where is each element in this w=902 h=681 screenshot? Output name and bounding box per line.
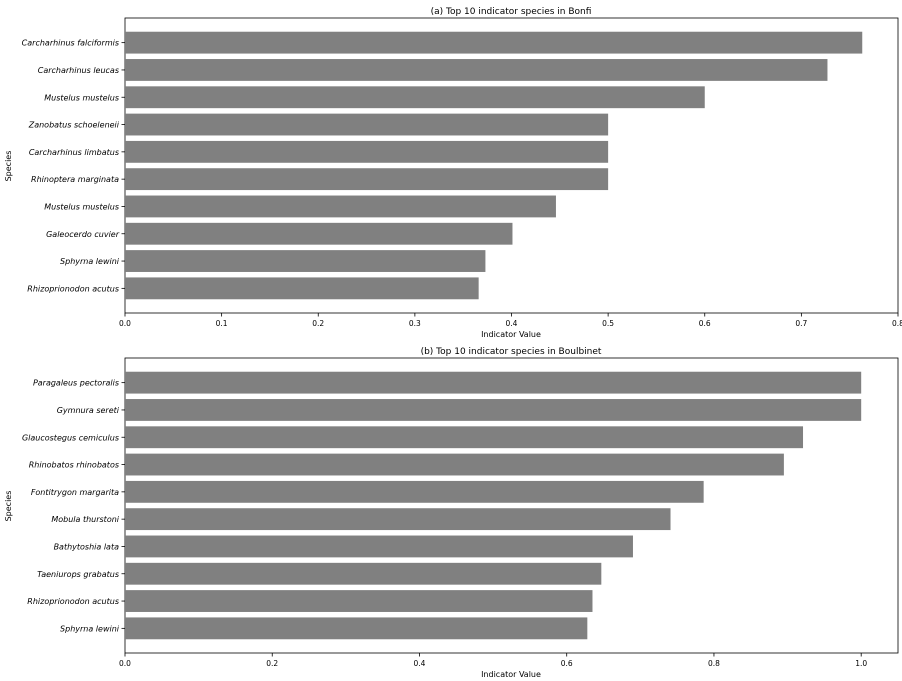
bar-b-4 [125, 453, 784, 476]
chart-title-a: (a) Top 10 indicator species in Bonfi [431, 7, 592, 17]
x-tick-label-a-5: 0.4 [506, 319, 518, 328]
category-label-a-3: Mustelus mustelus [44, 93, 119, 102]
category-label-b-10: Sphyrna lewini [60, 624, 120, 633]
y-axis-label-b: Species [4, 491, 13, 522]
bar-a-1 [125, 31, 863, 54]
category-label-a-6: Rhinoptera marginata [31, 175, 119, 184]
x-tick-label-a-7: 0.6 [699, 319, 711, 328]
x-ticks-a: 0.0 0.1 0.2 0.3 0.4 0.5 0.6 0.7 0.8 [119, 313, 902, 328]
category-label-b-5: Fontitrygon margarita [31, 488, 119, 497]
y-axis-label-a: Species [4, 151, 13, 182]
category-label-a-5: Carcharhinus limbatus [29, 148, 119, 157]
x-tick-label-a-6: 0.5 [602, 319, 614, 328]
x-tick-label-a-2: 0.1 [216, 319, 228, 328]
bar-a-8 [125, 222, 513, 245]
category-label-a-2: Carcharhinus leucas [38, 66, 119, 75]
x-tick-label-a-3: 0.2 [312, 319, 324, 328]
x-tick-label-b-6: 1.0 [855, 659, 867, 668]
category-label-b-6: Mobula thurstoni [51, 515, 119, 524]
category-label-b-8: Taeniurops grabatus [37, 570, 119, 579]
category-label-b-3: Glaucostegus cemiculus [22, 433, 119, 442]
bar-b-8 [125, 562, 602, 585]
category-label-a-10: Rhizoprionodon acutus [27, 284, 119, 293]
category-label-a-7: Mustelus mustelus [44, 202, 119, 211]
bar-b-2 [125, 399, 862, 421]
bar-b-1 [125, 371, 862, 394]
category-label-a-9: Sphyrna lewini [60, 257, 120, 266]
bar-b-7 [125, 535, 633, 558]
x-tick-label-a-4: 0.3 [409, 319, 421, 328]
category-labels-b: Paragaleus pectoralis Gymnura sereti Glauc… [22, 379, 125, 633]
bar-a-4 [125, 113, 609, 136]
panel-b: (b) Top 10 indicator species in Boulbine… [4, 347, 899, 679]
bars-a [125, 31, 863, 300]
bar-a-2 [125, 59, 828, 81]
panel-a: (a) Top 10 indicator species in Bonfi Ca… [4, 7, 902, 339]
x-tick-label-b-3: 0.4 [414, 659, 426, 668]
x-tick-label-b-4: 0.6 [561, 659, 573, 668]
x-tick-label-a-1: 0.0 [119, 319, 131, 328]
x-ticks-b: 0.0 0.2 0.4 0.6 0.8 1.0 [119, 653, 867, 668]
bar-b-6 [125, 508, 671, 531]
category-label-b-9: Rhizoprionodon acutus [27, 597, 119, 606]
bar-a-9 [125, 250, 486, 272]
category-label-b-7: Bathytoshia lata [54, 542, 120, 551]
category-label-a-4: Zanobatus schoeleneii [28, 121, 120, 130]
category-label-b-1: Paragaleus pectoralis [33, 379, 119, 388]
bar-a-3 [125, 86, 705, 109]
x-tick-label-a-9: 0.8 [892, 319, 902, 328]
bar-b-3 [125, 426, 804, 449]
x-tick-label-a-8: 0.7 [795, 319, 807, 328]
x-tick-label-b-5: 0.8 [708, 659, 720, 668]
category-label-a-1: Carcharhinus falciformis [22, 39, 119, 48]
x-axis-label-a: Indicator Value [481, 330, 541, 339]
bar-b-9 [125, 590, 593, 612]
x-tick-label-b-1: 0.0 [119, 659, 131, 668]
bar-a-10 [125, 277, 479, 300]
category-label-a-8: Galeocerdo cuvier [46, 230, 120, 239]
x-tick-label-b-2: 0.2 [266, 659, 278, 668]
x-axis-label-b: Indicator Value [481, 670, 541, 679]
bar-b-10 [125, 617, 588, 640]
bar-a-7 [125, 195, 556, 218]
category-label-b-2: Gymnura sereti [57, 406, 120, 415]
plot-frame-b [124, 357, 899, 654]
chart-title-b: (b) Top 10 indicator species in Boulbine… [421, 347, 602, 357]
bar-a-5 [125, 140, 609, 163]
bar-b-5 [125, 480, 704, 503]
bar-a-6 [125, 168, 609, 191]
bars-b [125, 371, 862, 640]
category-labels-a: Carcharhinus falciformis Carcharhinus leu… [22, 39, 125, 293]
category-label-b-4: Rhinobatos rhinobatos [29, 461, 119, 470]
